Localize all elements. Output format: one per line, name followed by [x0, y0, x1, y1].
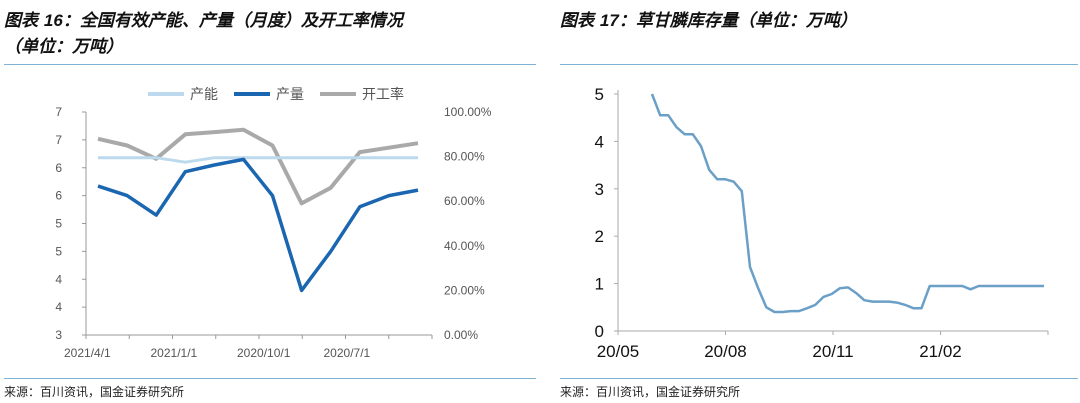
left-tick-label: 5: [55, 217, 62, 231]
y-tick-label: 5: [595, 85, 604, 104]
figure-16-title-number: 16: [43, 11, 63, 30]
inventory-line: [650, 93, 1044, 314]
series-line-2: [97, 127, 419, 206]
figure-16-title: 图表 16：全国有效产能、产量（月度）及开工率情况 （单位：万吨）: [4, 8, 403, 60]
figure-17-panel: 图表 17：草甘膦库存量（单位：万吨） 0 1 2 3 4 5 20/05 20/08 20/1…: [556, 0, 1080, 403]
figure-16-panel: 图表 16：全国有效产能、产量（月度）及开工率情况 （单位：万吨） 3 4 4 5 5 6…: [4, 8, 536, 399]
x-tick-label: 20/05: [597, 342, 640, 361]
figure-16-chart: 3 4 4 5 5 6 6 7 7 0.00% 20.00% 40.00% 60.00% 80.00% 10…: [55, 86, 492, 360]
legend-label-0: 产能: [190, 86, 218, 102]
right-tick-label: 20.00%: [444, 283, 485, 297]
x-tick-label: 2021/4/1: [64, 346, 111, 360]
x-tick-label: 21/02: [919, 342, 962, 361]
left-tick-label: 4: [55, 272, 62, 286]
left-tick-label: 4: [55, 300, 62, 314]
figure-16-source: 来源：百川资讯，国金证券研究所: [4, 385, 185, 399]
figure-17-title: 图表 17：草甘膦库存量（单位：万吨）: [560, 8, 857, 34]
left-tick-label: 7: [55, 133, 62, 147]
x-tick-label: 2021/1/1: [151, 346, 198, 360]
x-tick-label: 20/08: [704, 342, 747, 361]
y-tick-label: 2: [595, 227, 604, 246]
y-tick-label: 3: [595, 180, 604, 199]
figure-16-title-text: ：全国有效产能、产量（月度）及开工率情况: [62, 11, 403, 31]
x-tick-label: 2020/10/1: [237, 346, 291, 360]
left-tick-label: 7: [55, 105, 62, 119]
right-tick-label: 80.00%: [444, 150, 485, 164]
right-tick-label: 0.00%: [444, 328, 478, 342]
figure-17-title-text: ：草甘膦库存量（单位：万吨）: [618, 11, 857, 31]
figure-17-source: 来源：百川资讯，国金证券研究所: [560, 385, 741, 399]
left-tick-label: 3: [55, 328, 62, 342]
figure-17-bottom-rule: [560, 378, 1078, 379]
right-tick-label: 60.00%: [444, 194, 485, 208]
legend-label-1: 产量: [276, 86, 304, 102]
figure-16-title-prefix: 图表: [4, 11, 38, 31]
x-tick-label: 20/11: [812, 342, 853, 361]
figure-16-title-line2: （单位：万吨）: [4, 37, 123, 57]
right-tick-label: 100.00%: [444, 105, 492, 119]
figure-17-title-prefix: 图表: [560, 11, 594, 31]
series-line-1: [97, 157, 419, 293]
left-tick-label: 5: [55, 244, 62, 258]
legend-label-2: 开工率: [362, 86, 404, 102]
right-tick-label: 40.00%: [444, 239, 485, 253]
y-tick-label: 0: [595, 322, 604, 341]
left-tick-label: 6: [55, 161, 62, 175]
x-tick-label: 2020/7/1: [324, 346, 371, 360]
y-tick-label: 4: [595, 132, 604, 151]
figure-17-chart: 0 1 2 3 4 5 20/05 20/08 20/11 21/02: [595, 85, 1049, 361]
figure-16-top-rule: [4, 64, 536, 65]
y-tick-label: 1: [595, 275, 604, 294]
figure-17-top-rule: [560, 64, 1078, 65]
figure-16-bottom-rule: [4, 378, 536, 379]
figure-17-title-number: 17: [599, 11, 619, 30]
series-line-0: [98, 156, 418, 164]
left-tick-label: 6: [55, 189, 62, 203]
